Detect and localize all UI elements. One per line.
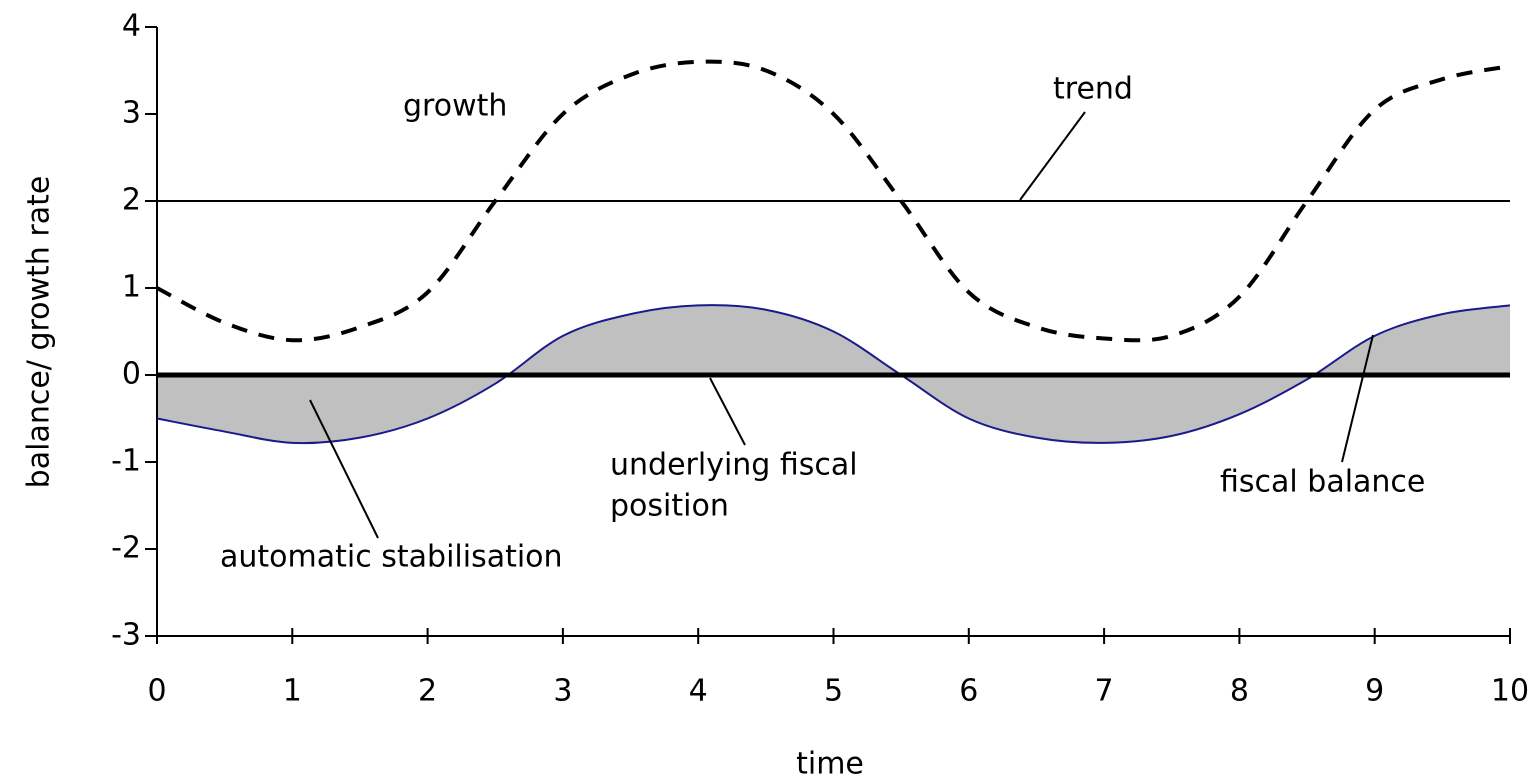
x-tick-label: 8 bbox=[1230, 674, 1249, 709]
x-tick-label: 10 bbox=[1491, 674, 1529, 709]
x-tick-label: 9 bbox=[1365, 674, 1384, 709]
x-tick-label: 7 bbox=[1095, 674, 1114, 709]
x-tick-label: 3 bbox=[553, 674, 572, 709]
leader-line bbox=[709, 377, 746, 446]
annotation: underlying fiscal bbox=[610, 448, 858, 483]
y-tick-label: 0 bbox=[122, 357, 141, 392]
x-axis-label: time bbox=[796, 747, 864, 781]
y-tick-label: 1 bbox=[122, 270, 141, 305]
leader-line bbox=[1341, 334, 1374, 463]
x-tick-label: 5 bbox=[824, 674, 843, 709]
x-tick-label: 4 bbox=[689, 674, 708, 709]
annotation: automatic stabilisation bbox=[220, 540, 563, 575]
annotation: fiscal balance bbox=[1220, 465, 1425, 500]
annotation: growth bbox=[403, 89, 507, 124]
annotation: position bbox=[610, 489, 729, 524]
x-tick-label: 0 bbox=[147, 674, 166, 709]
x-tick-label: 6 bbox=[959, 674, 978, 709]
y-tick-label: -3 bbox=[111, 618, 141, 653]
y-tick-label: 3 bbox=[122, 96, 141, 131]
y-tick-label: 2 bbox=[122, 183, 141, 218]
x-tick-label: 2 bbox=[418, 674, 437, 709]
annotation: trend bbox=[1053, 72, 1133, 107]
series-line bbox=[156, 304, 1511, 445]
x-tick-label: 1 bbox=[283, 674, 302, 709]
y-tick-label: -1 bbox=[111, 444, 141, 479]
series-line bbox=[156, 59, 1511, 343]
y-tick-label: 4 bbox=[122, 9, 141, 44]
leader-line bbox=[1019, 111, 1086, 201]
y-tick-label: -2 bbox=[111, 531, 141, 566]
leader-line bbox=[309, 399, 379, 539]
y-axis-label: balance/ growth rate bbox=[22, 176, 57, 489]
